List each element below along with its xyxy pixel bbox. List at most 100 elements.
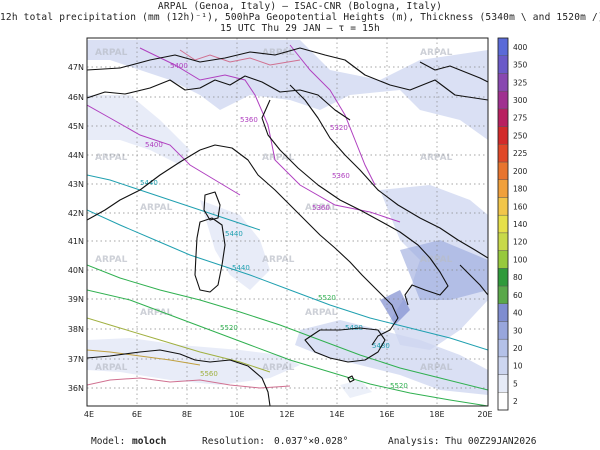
contour-label: 5400	[145, 141, 163, 149]
contour-pink	[87, 377, 291, 389]
contour-purple	[87, 104, 241, 196]
contour-label: 5440	[232, 264, 250, 272]
lon-label: 18E	[429, 410, 444, 419]
colorbar-swatch	[497, 73, 509, 92]
lon-label: 16E	[379, 410, 394, 419]
lat-label: 46N	[68, 93, 84, 102]
contour-olive	[87, 349, 201, 366]
watermark: ARPAL	[140, 203, 173, 213]
watermark: ARPAL	[305, 203, 338, 213]
colorbar-label: 160	[513, 202, 528, 211]
contour-label: 5440	[225, 230, 243, 238]
watermark: ARPAL	[262, 255, 295, 265]
contour-label: 5320	[330, 124, 348, 132]
watermark: ARPAL	[140, 308, 173, 318]
contour-label: 5520	[390, 382, 408, 390]
colorbar-label: 250	[513, 131, 528, 140]
title-line-2: 12h total precipitation (mm (12h)⁻¹), 50…	[0, 12, 600, 23]
title-line-1: ARPAL (Genoa, Italy) – ISAC-CNR (Bologna…	[157, 1, 443, 12]
colorbar-swatch	[497, 268, 509, 287]
contour-label: 5400	[170, 62, 188, 70]
colorbar-label: 350	[513, 61, 528, 70]
watermark: ARPAL	[420, 48, 453, 58]
analysis-label: Analysis:	[388, 436, 440, 447]
colorbar-label: 200	[513, 167, 528, 176]
colorbar-label: 140	[513, 220, 528, 229]
lat-label: 43N	[68, 180, 84, 189]
watermark: ARPAL	[420, 255, 453, 265]
watermark: ARPAL	[420, 363, 453, 373]
colorbar-swatch	[497, 321, 509, 340]
contour-label: 5560	[200, 370, 218, 378]
lon-label: 14E	[329, 410, 344, 419]
watermark: ARPAL	[95, 153, 128, 163]
watermark: ARPAL	[95, 255, 128, 265]
colorbar-swatch	[497, 374, 509, 393]
colorbar-label: 10	[513, 362, 523, 371]
watermark: ARPAL	[95, 363, 128, 373]
plot-frame	[86, 37, 489, 407]
colorbar-swatch	[497, 338, 509, 358]
colorbar-swatch	[497, 250, 509, 269]
colorbar-swatch	[497, 214, 509, 234]
lat-label: 44N	[68, 151, 84, 160]
lat-label: 37N	[68, 355, 84, 364]
watermarks: ARPAL ARPAL ARPAL ARPAL ARPAL ARPAL ARPA…	[95, 48, 453, 373]
colorbar-label: 180	[513, 185, 528, 194]
colorbar-label: 80	[513, 273, 523, 282]
contour-teal	[87, 209, 488, 351]
lat-label: 39N	[68, 295, 84, 304]
colorbar-label: 225	[513, 149, 528, 158]
watermark: ARPAL	[420, 153, 453, 163]
lat-label: 36N	[68, 384, 84, 393]
contour-teal	[87, 174, 261, 231]
colorbar-label: 30	[513, 326, 523, 335]
analysis-value: Thu 00Z29JAN2026	[445, 436, 537, 447]
lon-label: 10E	[229, 410, 244, 419]
lat-label: 42N	[68, 209, 84, 218]
model-label: Model:	[91, 436, 126, 447]
model-value: moloch	[132, 436, 167, 447]
lon-label: 20E	[477, 410, 492, 419]
contour-purple	[139, 47, 401, 223]
contour-label: 5360	[332, 172, 350, 180]
contour-green	[87, 264, 488, 391]
contour-pink	[179, 49, 301, 66]
colorbar-swatch	[497, 285, 509, 304]
lon-label: 4E	[84, 410, 94, 419]
lat-label: 40N	[68, 266, 84, 275]
colorbar-label: 20	[513, 344, 523, 353]
lat-label: 47N	[68, 63, 84, 72]
colorbar-label: 325	[513, 78, 528, 87]
watermark: ARPAL	[262, 363, 295, 373]
contour-label: 5360	[312, 204, 330, 212]
lat-label: 38N	[68, 325, 84, 334]
colorbar-swatch	[497, 55, 509, 74]
contour-olive	[87, 317, 271, 373]
colorbar-label: 5	[513, 379, 518, 388]
colorbar-swatch	[497, 197, 509, 216]
colorbar-label: 60	[513, 291, 523, 300]
colorbar-swatch	[497, 108, 509, 127]
coastlines	[87, 47, 488, 406]
contour-purple	[289, 44, 376, 186]
resolution-value: 0.037°×0.028°	[274, 436, 349, 447]
colorbar-swatch	[497, 303, 509, 322]
colorbar-swatch	[497, 144, 509, 163]
colorbar-swatch	[497, 126, 509, 145]
colorbar-swatch	[497, 392, 509, 411]
contour-green	[87, 289, 488, 406]
lat-label: 45N	[68, 122, 84, 131]
watermark: ARPAL	[262, 48, 295, 58]
title-line-3: 15 UTC Thu 29 JAN – τ = 15h	[220, 23, 380, 34]
colorbar-swatch	[497, 90, 509, 110]
contour-label: 5520	[220, 324, 238, 332]
watermark: ARPAL	[305, 308, 338, 318]
watermark: ARPAL	[262, 153, 295, 163]
colorbar-swatch	[497, 37, 509, 56]
resolution-label: Resolution:	[202, 436, 265, 447]
graticule	[87, 38, 488, 406]
contour-label: 5360	[240, 116, 258, 124]
contour-label: 5520	[318, 294, 336, 302]
